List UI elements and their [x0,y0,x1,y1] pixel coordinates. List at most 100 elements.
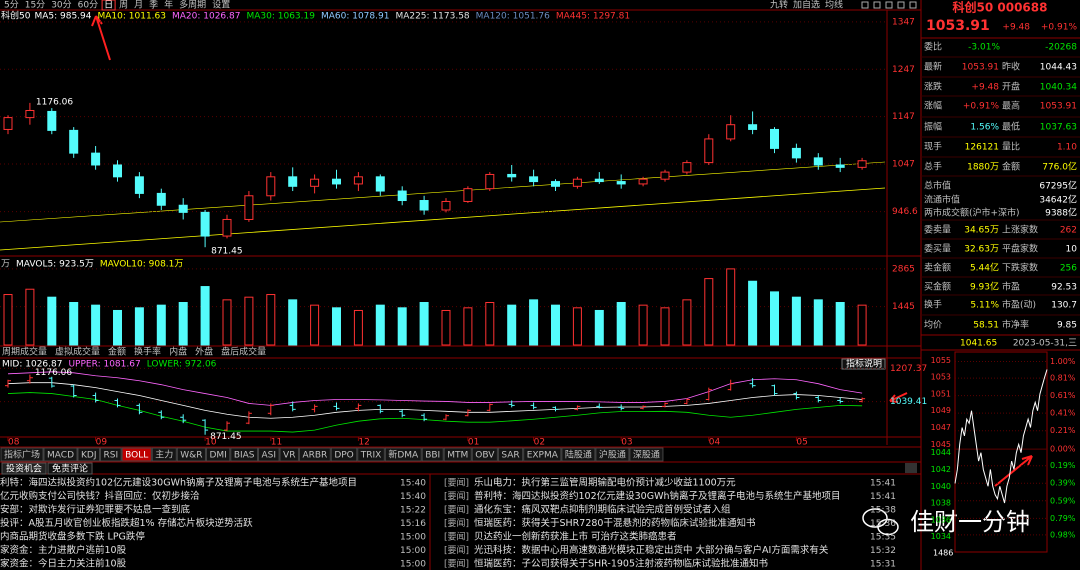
news-headline[interactable]: 恒瑞医药：获得关于SHR7280干混悬剂的药物临床试验批准通知书 [474,517,756,529]
news-headline[interactable]: 投评：A股五月收官创业板指跌超1% 存储芯片板块逆势活跃 [0,517,253,529]
period-tab[interactable]: 30分 [51,0,71,11]
volume-tab[interactable]: 金额 [108,346,126,358]
indicator-tab[interactable]: EXPMA [527,451,559,461]
news-headline[interactable]: 内商品期货收盘多数下跌 LPG跌停 [0,531,145,543]
indicator-tab-bg[interactable] [629,447,664,462]
indicator-tab[interactable]: MTM [447,451,468,461]
indicator-tab[interactable]: SAR [501,451,519,461]
indicator-tab[interactable]: DPO [334,451,353,461]
indicator-tab[interactable]: OBV [475,451,495,461]
indicator-tab-bg[interactable] [43,447,78,462]
volume-bar [572,307,582,346]
news-tab-bg[interactable] [1,462,47,475]
candle-body [726,124,736,140]
indicator-tab-bg[interactable] [330,447,358,462]
news-headline[interactable]: 贝达药业一创新药获准上市 可治疗这类肺癌患者 [474,531,677,543]
indicator-tab-bg[interactable] [595,447,630,462]
indicator-tab-bg[interactable] [561,447,596,462]
y-tick-label: 2865 [892,264,915,274]
period-tab[interactable]: 月 [134,0,143,11]
indicator-help-button[interactable] [841,358,886,370]
indicator-tab-bg[interactable] [258,447,280,462]
indicator-tab-bg[interactable] [151,447,177,462]
tool-icon[interactable] [909,1,917,9]
indicator-tab[interactable]: W&R [180,451,202,461]
period-tab[interactable]: 年 [164,0,173,11]
news-headline[interactable]: 利特：海四达拟投资约102亿元建设30GWh钠离子及锂离子电池与系统生产基地项目 [0,477,357,489]
news-headline[interactable]: 家资金：主力进散户逃前10股 [0,544,127,556]
tool-icon[interactable] [873,1,881,9]
period-tab[interactable]: 周 [119,0,128,11]
volume-tab[interactable]: 盘后成交量 [221,346,266,358]
indicator-tab[interactable]: 新DMA [388,449,419,461]
period-tab[interactable]: 60分 [78,0,98,11]
quote-value: 256 [1060,264,1077,274]
volume-legend: MAVOL5: 923.5万 [16,260,94,270]
indicator-tab-bg[interactable] [279,447,299,462]
indicator-tab-bg[interactable] [0,447,44,462]
quote-label: 市净率 [1002,319,1029,331]
news-headline[interactable]: 乐山电力：执行第三监管周期输配电价预计减少收益1100万元 [474,477,736,489]
indicator-tab[interactable]: BOLL [125,451,148,461]
period-tab[interactable]: 日 [104,0,113,11]
news-headline[interactable]: 安部：对欺诈发行证券犯罪要不姑息一查到底 [0,504,191,516]
period-tab[interactable]: 5分 [4,0,19,11]
indicator-tab[interactable]: 陆股通 [565,449,592,461]
volume-tab[interactable]: 内盘 [169,346,187,358]
news-tab[interactable]: 投资机会 [6,463,42,475]
indicator-tab-bg[interactable] [357,447,385,462]
news-headline[interactable]: 光迅科技：数据中心用高速数通光模块正稳定出货中 大部分确与客户AI方面需求有关 [474,544,829,556]
news-headline[interactable]: 家资金：今日主力关注前10股 [0,558,127,570]
indicator-tab[interactable]: TRIX [360,451,382,461]
indicator-tab[interactable]: DMI [209,451,226,461]
indicator-tab-bg[interactable] [121,447,152,462]
news-tab-bg[interactable] [47,462,93,475]
indicator-tab[interactable]: MACD [47,451,74,461]
indicator-tab-bg[interactable] [523,447,562,462]
news-headline[interactable]: 通化东宝：痛风双靶点抑制剂期临床试验完成首例受试者入组 [474,504,731,516]
tool-button[interactable]: 九转 [770,0,788,11]
indicator-tab-bg[interactable] [471,447,498,462]
news-headline[interactable]: 恒瑞医药：子公司获得关于SHR-1905注射液药物临床试验批准通知书 [474,558,768,570]
indicator-tab-bg[interactable] [384,447,422,462]
indicator-help-label[interactable]: 指标说明 [846,358,882,370]
tool-icon[interactable] [897,1,905,9]
tool-icon[interactable] [861,1,869,9]
indicator-tab[interactable]: BIAS [234,451,255,461]
volume-tab[interactable]: 虚拟成交量 [55,346,100,358]
close-button[interactable] [905,463,917,473]
period-tab[interactable]: 季 [149,0,158,11]
period-tab[interactable]: 15分 [25,0,45,11]
indicator-tab-bg[interactable] [421,447,444,462]
news-tab[interactable]: 免责评论 [52,463,88,475]
indicator-tab[interactable]: 指标广场 [4,449,40,461]
indicator-tab[interactable]: VR [283,451,295,461]
indicator-tab[interactable]: BBI [425,451,440,461]
tool-button[interactable]: 均线 [825,0,843,11]
indicator-tab-bg[interactable] [100,447,122,462]
tool-icon[interactable] [885,1,893,9]
period-tab[interactable]: 设置 [212,0,230,11]
indicator-tab-bg[interactable] [298,447,331,462]
indicator-tab[interactable]: 主力 [155,449,173,461]
volume-tab[interactable]: 换手率 [134,346,161,358]
indicator-tab[interactable]: 沪股通 [599,449,626,461]
indicator-tab[interactable]: KDJ [81,451,97,461]
indicator-tab-bg[interactable] [205,447,231,462]
indicator-tab[interactable]: ARBR [302,451,327,461]
news-headline[interactable]: 亿元收购支付公司快钱？抖音回应：仅初步接洽 [0,490,200,502]
indicator-tab[interactable]: ASI [262,451,277,461]
volume-tab[interactable]: 外盘 [195,346,213,358]
news-headline[interactable]: 普利特：海四达拟投资约102亿元建设30GWh钠离子及锂离子电池与系统生产基地项… [474,490,841,502]
tool-button[interactable]: 加自选 [793,0,820,11]
indicator-tab-bg[interactable] [230,447,259,462]
indicator-tab-bg[interactable] [176,447,206,462]
indicator-tab-bg[interactable] [443,447,472,462]
indicator-tab[interactable]: 深股通 [633,450,660,461]
volume-tab[interactable]: 周期成交量 [2,346,47,358]
indicator-tab[interactable]: RSI [104,451,119,461]
candle-body [704,138,714,164]
period-tab[interactable]: 多周期 [179,0,206,11]
indicator-tab-bg[interactable] [497,447,524,462]
indicator-tab-bg[interactable] [77,447,100,462]
